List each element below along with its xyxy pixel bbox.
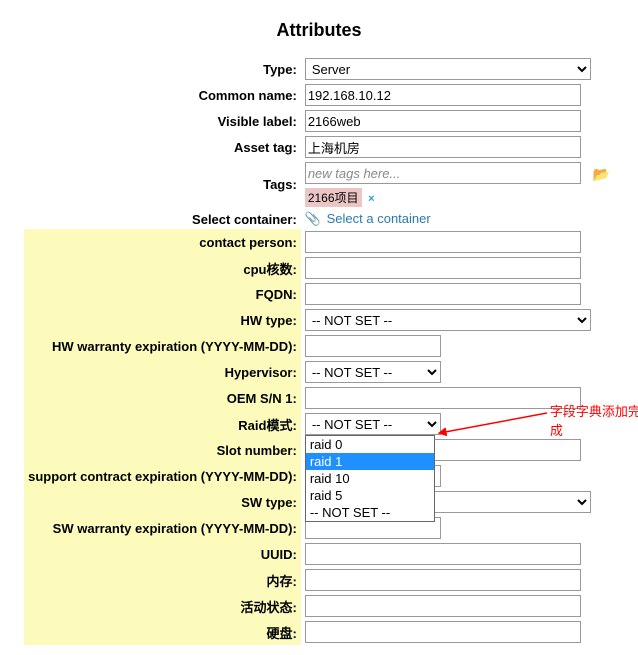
sw-warranty-label: SW warranty expiration (YYYY-MM-DD):	[24, 515, 301, 541]
tags-input[interactable]	[305, 162, 581, 184]
asset-tag-input[interactable]	[305, 136, 581, 158]
uuid-input[interactable]	[305, 543, 581, 565]
contact-person-input[interactable]	[305, 231, 581, 253]
select-container-link[interactable]: Select a container	[327, 211, 431, 226]
hw-type-select[interactable]: -- NOT SET --	[305, 309, 591, 331]
annotation-arrow-icon	[437, 410, 557, 440]
disk-input[interactable]	[305, 621, 581, 643]
fqdn-label: FQDN:	[24, 281, 301, 307]
folder-icon[interactable]: 📂	[592, 166, 609, 182]
type-select[interactable]: Server	[305, 58, 591, 80]
cpu-input[interactable]	[305, 257, 581, 279]
common-name-input[interactable]	[305, 84, 581, 106]
status-input[interactable]	[305, 595, 581, 617]
status-label: 活动状态:	[24, 593, 301, 619]
tag-chip[interactable]: 2166项目	[305, 188, 362, 207]
memory-input[interactable]	[305, 569, 581, 591]
support-contract-label: support contract expiration (YYYY-MM-DD)…	[24, 463, 301, 489]
oem-sn1-label: OEM S/N 1:	[24, 385, 301, 411]
raid-label: Raid模式:	[24, 411, 301, 437]
common-name-label: Common name:	[24, 82, 301, 108]
hw-warranty-input[interactable]	[305, 335, 441, 357]
slot-number-label: Slot number:	[24, 437, 301, 463]
select-container-label: Select container:	[24, 209, 301, 229]
tag-remove-icon[interactable]: ×	[368, 193, 374, 205]
raid-select[interactable]: -- NOT SET --	[305, 413, 441, 435]
attributes-form: Type: Server Common name: Visible label:…	[24, 56, 614, 645]
raid-option[interactable]: -- NOT SET --	[306, 504, 434, 521]
memory-label: 内存:	[24, 567, 301, 593]
type-label: Type:	[24, 56, 301, 82]
visible-label-input[interactable]	[305, 110, 581, 132]
cpu-label: cpu核数:	[24, 255, 301, 281]
raid-option[interactable]: raid 1	[306, 453, 434, 470]
hw-type-label: HW type:	[24, 307, 301, 333]
disk-label: 硬盘:	[24, 619, 301, 645]
raid-option[interactable]: raid 10	[306, 470, 434, 487]
hw-warranty-label: HW warranty expiration (YYYY-MM-DD):	[24, 333, 301, 359]
uuid-label: UUID:	[24, 541, 301, 567]
raid-option[interactable]: raid 0	[306, 436, 434, 453]
contact-person-label: contact person:	[24, 229, 301, 255]
visible-label-label: Visible label:	[24, 108, 301, 134]
sw-type-label: SW type:	[24, 489, 301, 515]
page-title: Attributes	[10, 20, 628, 41]
asset-tag-label: Asset tag:	[24, 134, 301, 160]
oem-sn1-input[interactable]	[305, 387, 581, 409]
fqdn-input[interactable]	[305, 283, 581, 305]
raid-option[interactable]: raid 5	[306, 487, 434, 504]
attach-icon: 📎	[305, 211, 321, 226]
raid-dropdown[interactable]: raid 0raid 1raid 10raid 5-- NOT SET --	[305, 435, 435, 522]
hypervisor-label: Hypervisor:	[24, 359, 301, 385]
hypervisor-select[interactable]: -- NOT SET --	[305, 361, 441, 383]
tags-label: Tags:	[24, 160, 301, 209]
